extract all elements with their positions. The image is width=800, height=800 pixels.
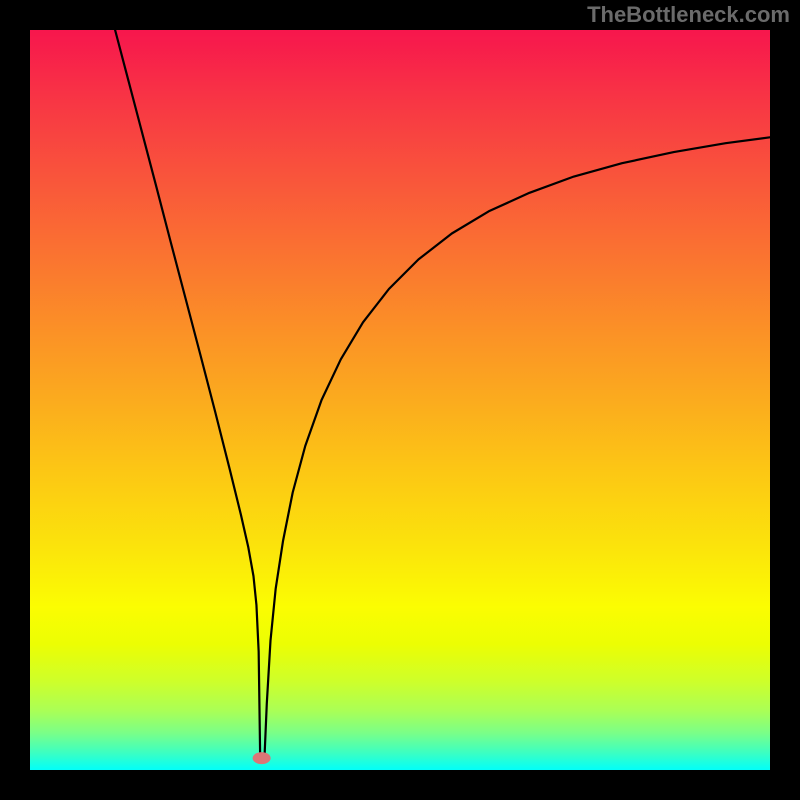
chart-container: TheBottleneck.com	[0, 0, 800, 800]
minimum-marker	[253, 752, 271, 764]
watermark-label: TheBottleneck.com	[587, 2, 790, 28]
chart-svg	[30, 30, 770, 770]
chart-background	[30, 30, 770, 770]
plot-area	[30, 30, 770, 770]
